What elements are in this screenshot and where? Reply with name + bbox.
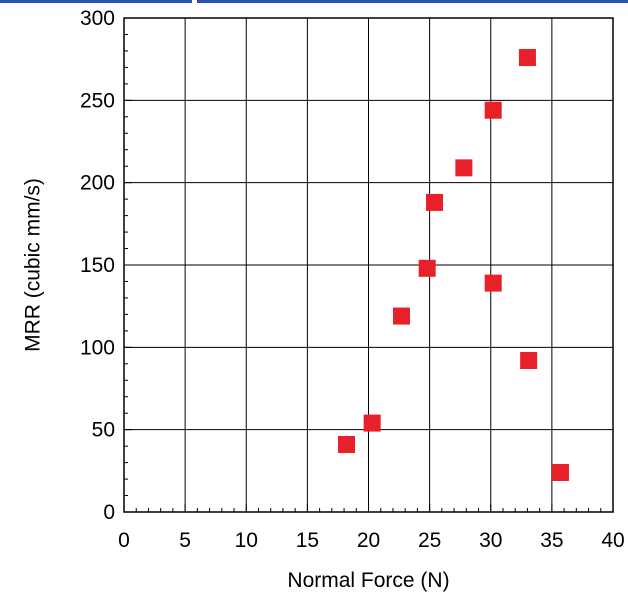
x-tick-label: 25 bbox=[418, 529, 441, 552]
data-point bbox=[520, 352, 538, 370]
x-tick-label: 30 bbox=[479, 529, 502, 552]
y-tick-label: 200 bbox=[80, 172, 115, 195]
y-tick-labels: 0 50 100 150 200 250 300 bbox=[80, 7, 115, 524]
y-tick-label: 0 bbox=[103, 501, 115, 524]
x-tick-label: 0 bbox=[118, 529, 130, 552]
x-axis-title: Normal Force (N) bbox=[287, 569, 449, 592]
y-tick-label: 300 bbox=[80, 7, 115, 30]
top-strip-left bbox=[0, 0, 192, 3]
data-point bbox=[426, 193, 444, 211]
data-point bbox=[484, 274, 502, 292]
grid-lines bbox=[123, 17, 614, 513]
data-point bbox=[455, 159, 473, 177]
data-point bbox=[393, 307, 411, 325]
top-strip-right bbox=[197, 0, 628, 3]
x-tick-label: 40 bbox=[601, 529, 624, 552]
data-point bbox=[551, 463, 569, 481]
data-point bbox=[518, 49, 536, 67]
x-tick-labels: 0 5 10 15 20 25 30 35 40 bbox=[118, 529, 625, 552]
x-tick-label: 5 bbox=[179, 529, 191, 552]
data-point bbox=[484, 101, 502, 119]
y-tick-label: 100 bbox=[80, 336, 115, 359]
x-tick-label: 10 bbox=[235, 529, 258, 552]
x-tick-label: 20 bbox=[357, 529, 380, 552]
data-points bbox=[337, 49, 569, 481]
y-tick-label: 250 bbox=[80, 89, 115, 112]
x-tick-label: 15 bbox=[296, 529, 319, 552]
data-point bbox=[337, 435, 355, 453]
data-point bbox=[418, 259, 436, 277]
plot-frame bbox=[123, 17, 614, 513]
y-tick-label: 50 bbox=[92, 419, 115, 442]
y-tick-label: 150 bbox=[80, 254, 115, 277]
y-axis-title: MRR (cubic mm/s) bbox=[22, 178, 45, 352]
data-point bbox=[363, 414, 381, 432]
x-tick-label: 35 bbox=[540, 529, 563, 552]
